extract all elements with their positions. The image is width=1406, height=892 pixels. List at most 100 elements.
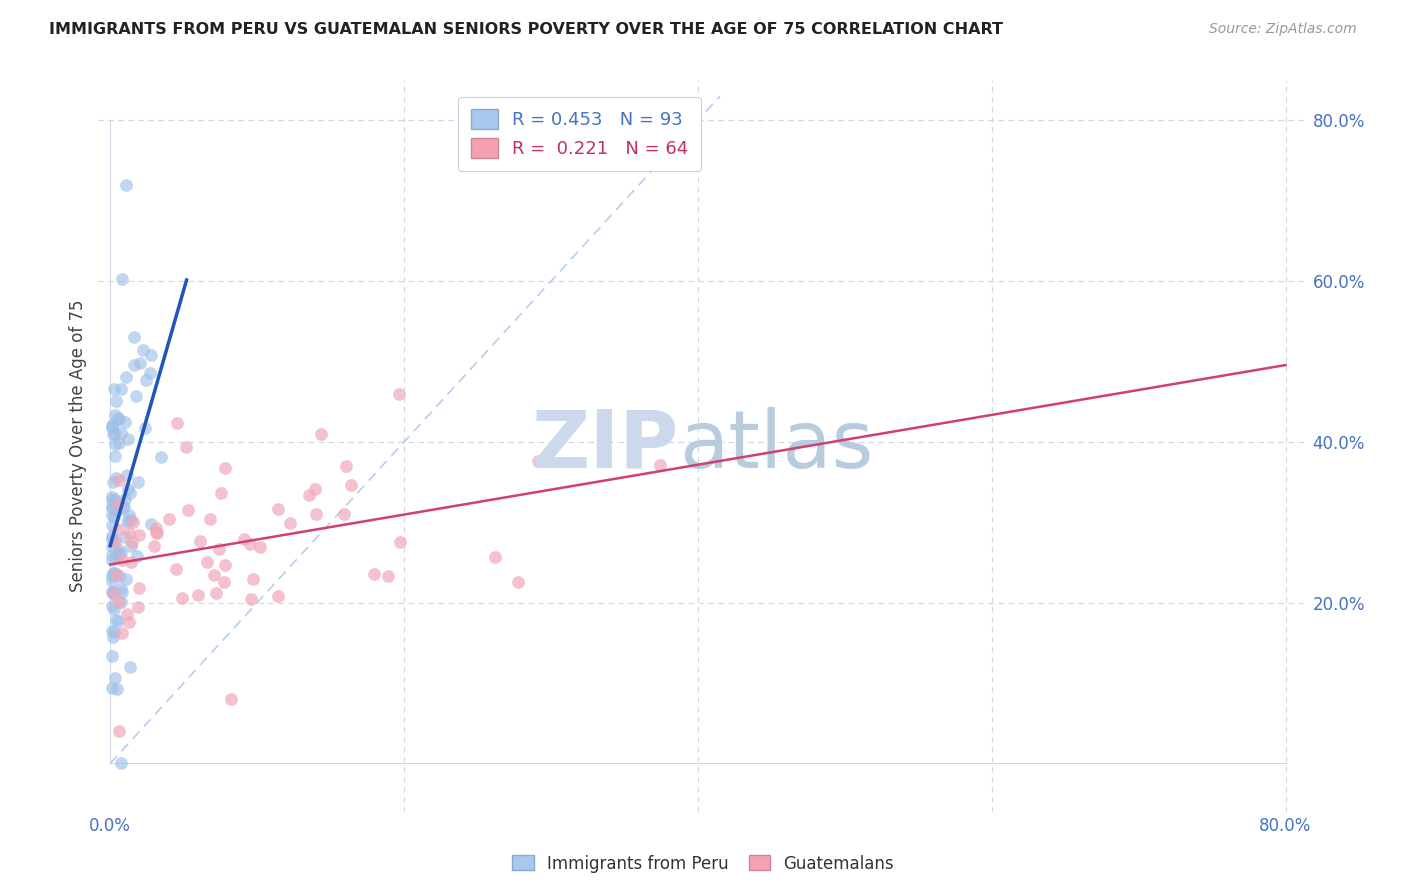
Point xyxy=(150,450,173,465)
Point xyxy=(112,500,135,514)
Point xyxy=(100,681,122,696)
Point xyxy=(309,427,332,442)
Point xyxy=(127,599,149,614)
Point xyxy=(101,475,124,490)
Point xyxy=(484,549,506,564)
Point xyxy=(242,572,264,586)
Point xyxy=(101,585,124,599)
Point xyxy=(100,499,122,513)
Point xyxy=(388,534,411,549)
Point xyxy=(100,420,122,434)
Legend: Immigrants from Peru, Guatemalans: Immigrants from Peru, Guatemalans xyxy=(505,848,901,880)
Point xyxy=(103,382,125,396)
Point xyxy=(118,615,141,629)
Point xyxy=(104,394,127,409)
Point xyxy=(100,624,122,639)
Point xyxy=(122,515,145,529)
Point xyxy=(103,533,125,548)
Point xyxy=(141,517,163,532)
Point xyxy=(122,358,145,372)
Point xyxy=(165,562,187,576)
Point xyxy=(100,518,122,533)
Point xyxy=(110,382,132,396)
Point xyxy=(108,569,131,583)
Point xyxy=(104,449,127,463)
Point xyxy=(157,511,180,525)
Point xyxy=(333,507,356,521)
Point xyxy=(111,500,134,515)
Point xyxy=(107,522,129,536)
Point xyxy=(186,588,208,602)
Point xyxy=(101,427,124,442)
Point xyxy=(117,512,139,526)
Point xyxy=(115,607,138,621)
Point xyxy=(134,421,156,435)
Point xyxy=(110,756,132,771)
Point xyxy=(103,671,125,685)
Point xyxy=(508,575,530,590)
Point xyxy=(110,545,132,559)
Point xyxy=(120,539,142,553)
Point xyxy=(239,537,262,551)
Legend: R = 0.453   N = 93, R =  0.221   N = 64: R = 0.453 N = 93, R = 0.221 N = 64 xyxy=(458,96,702,170)
Point xyxy=(100,501,122,516)
Point xyxy=(125,389,148,403)
Point xyxy=(198,512,221,526)
Point xyxy=(125,549,148,563)
Point xyxy=(105,504,128,518)
Point xyxy=(108,473,131,487)
Point xyxy=(108,436,131,450)
Point xyxy=(141,348,163,362)
Point xyxy=(100,420,122,434)
Point xyxy=(108,411,131,425)
Point xyxy=(527,454,550,468)
Point xyxy=(100,541,122,555)
Point xyxy=(103,493,125,508)
Point xyxy=(363,566,385,581)
Point xyxy=(128,581,150,595)
Point xyxy=(118,526,141,541)
Point xyxy=(377,569,399,583)
Text: atlas: atlas xyxy=(679,407,873,485)
Point xyxy=(100,508,122,522)
Point xyxy=(114,492,136,507)
Point xyxy=(117,482,139,496)
Point xyxy=(146,526,169,541)
Point xyxy=(111,585,134,599)
Point xyxy=(304,482,326,496)
Point xyxy=(110,582,132,596)
Point xyxy=(114,572,136,586)
Point xyxy=(202,568,225,582)
Point xyxy=(101,553,124,567)
Point xyxy=(100,529,122,543)
Point xyxy=(214,460,236,475)
Point xyxy=(145,521,167,535)
Point xyxy=(114,530,136,544)
Point xyxy=(118,485,141,500)
Point xyxy=(104,535,127,549)
Point xyxy=(103,491,125,506)
Point xyxy=(114,178,136,192)
Point xyxy=(120,555,142,569)
Point xyxy=(100,569,122,583)
Point xyxy=(267,589,290,603)
Point xyxy=(297,488,319,502)
Point xyxy=(101,548,124,562)
Point xyxy=(103,509,125,524)
Point xyxy=(100,599,122,614)
Point xyxy=(108,595,131,609)
Point xyxy=(129,356,152,370)
Point xyxy=(108,724,131,739)
Point xyxy=(240,591,263,606)
Point xyxy=(110,553,132,567)
Point xyxy=(103,567,125,582)
Point xyxy=(174,440,197,454)
Point xyxy=(104,566,127,580)
Text: Source: ZipAtlas.com: Source: ZipAtlas.com xyxy=(1209,22,1357,37)
Point xyxy=(214,558,236,573)
Point xyxy=(100,490,122,504)
Point xyxy=(166,416,188,430)
Point xyxy=(104,437,127,451)
Point xyxy=(117,432,139,446)
Point xyxy=(650,458,672,472)
